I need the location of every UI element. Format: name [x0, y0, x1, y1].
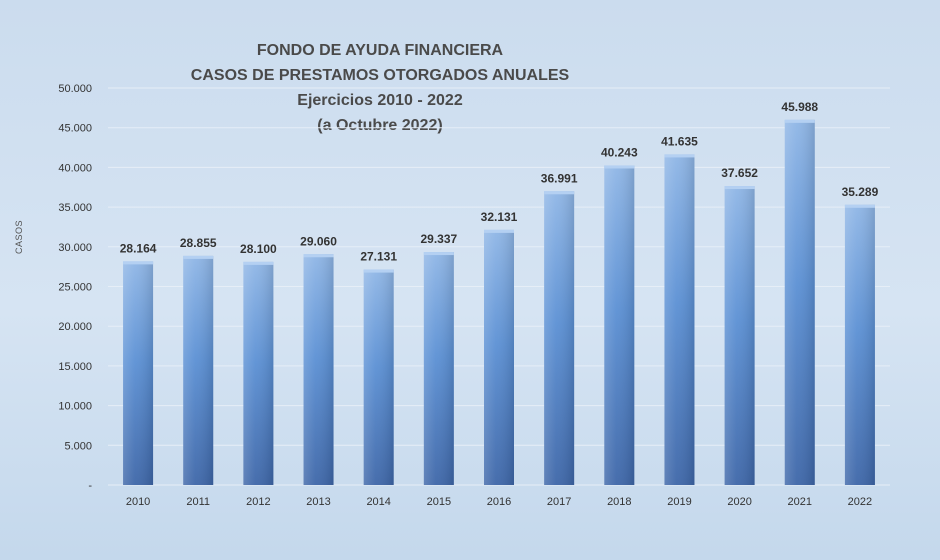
data-label: 28.855 [180, 236, 217, 250]
bar-top-highlight [123, 261, 154, 265]
x-tick-labels: 2010 2011 2012 2013 2014 2015 2016 2017 2018 2019… [126, 496, 872, 508]
bar-top-highlight [724, 186, 755, 190]
bar-top-highlight [844, 204, 875, 208]
y-tick-label: 20.000 [58, 321, 92, 333]
bar-shine [303, 254, 334, 485]
bar-shine [484, 229, 514, 485]
bar-shine [423, 252, 454, 485]
y-tick-labels: - 5.000 10.000 15.000 20.000 25.000 30.000 35.0… [58, 83, 92, 492]
data-label: 40.243 [601, 145, 638, 159]
bar-top-highlight [604, 165, 635, 169]
bar-shine [363, 269, 394, 485]
bar-top-highlight [423, 252, 454, 256]
title-line-1: FONDO DE AYUDA FINANCIERA [256, 42, 504, 59]
bar-top-highlight [183, 255, 214, 259]
bar-top-highlight [243, 261, 274, 265]
bar-top-highlight [303, 254, 334, 258]
bar-shine [724, 186, 755, 485]
bar-shine [123, 261, 154, 485]
bars [123, 119, 875, 486]
x-tick-label: 2022 [848, 496, 872, 508]
bar-shine [664, 154, 695, 486]
x-tick-label: 2013 [306, 496, 330, 508]
bar-top-highlight [664, 154, 695, 158]
data-label: 37.652 [721, 166, 758, 180]
bar-shine [844, 204, 875, 485]
bar-shine [784, 119, 815, 485]
y-tick-label: 30.000 [58, 242, 92, 254]
x-tick-label: 2020 [727, 496, 751, 508]
y-tick-label: - [88, 480, 92, 492]
y-tick-label: 50.000 [58, 83, 92, 95]
y-tick-label: 45.000 [58, 123, 92, 135]
title-line-4: (a Octubre 2022) [317, 117, 443, 134]
data-label: 28.100 [240, 242, 277, 256]
bar-shine [183, 255, 214, 485]
title-line-3: Ejercicios 2010 - 2022 [297, 92, 463, 109]
bar-top-highlight [784, 119, 815, 123]
y-tick-label: 40.000 [58, 162, 92, 174]
data-label: 32.131 [481, 210, 518, 224]
title-line-2: CASOS DE PRESTAMOS OTORGADOS ANUALES [190, 67, 570, 84]
bar-shine [604, 165, 635, 485]
x-tick-label: 2014 [366, 496, 390, 508]
y-tick-label: 15.000 [58, 361, 92, 373]
x-tick-label: 2021 [788, 496, 812, 508]
data-label: 29.337 [420, 232, 457, 246]
data-label: 27.131 [360, 250, 397, 264]
x-tick-label: 2018 [607, 496, 631, 508]
bar-top-highlight [544, 191, 575, 195]
x-tick-label: 2011 [186, 496, 210, 508]
bar-shine [243, 261, 274, 485]
data-label: 45.988 [781, 100, 818, 114]
y-tick-label: 35.000 [58, 202, 92, 214]
data-label: 28.164 [120, 241, 157, 255]
data-labels: 28.164 28.855 28.100 29.060 27.131 29.337 32.1… [120, 100, 879, 264]
x-tick-label: 2015 [427, 496, 451, 508]
y-tick-label: 5.000 [64, 440, 92, 452]
chart-title: FONDO DE AYUDA FINANCIERA CASOS DE PREST… [170, 38, 590, 138]
bar-top-highlight [363, 269, 394, 273]
data-label: 29.060 [300, 234, 337, 248]
x-tick-label: 2012 [246, 496, 270, 508]
bar-top-highlight [484, 229, 514, 233]
x-tick-label: 2016 [487, 496, 511, 508]
x-tick-label: 2010 [126, 496, 150, 508]
bar-shine [544, 191, 575, 486]
data-label: 36.991 [541, 171, 578, 185]
x-tick-label: 2019 [667, 496, 691, 508]
y-tick-label: 10.000 [58, 401, 92, 413]
x-tick-label: 2017 [547, 496, 571, 508]
data-label: 41.635 [661, 134, 698, 148]
y-tick-label: 25.000 [58, 282, 92, 294]
data-label: 35.289 [842, 185, 879, 199]
